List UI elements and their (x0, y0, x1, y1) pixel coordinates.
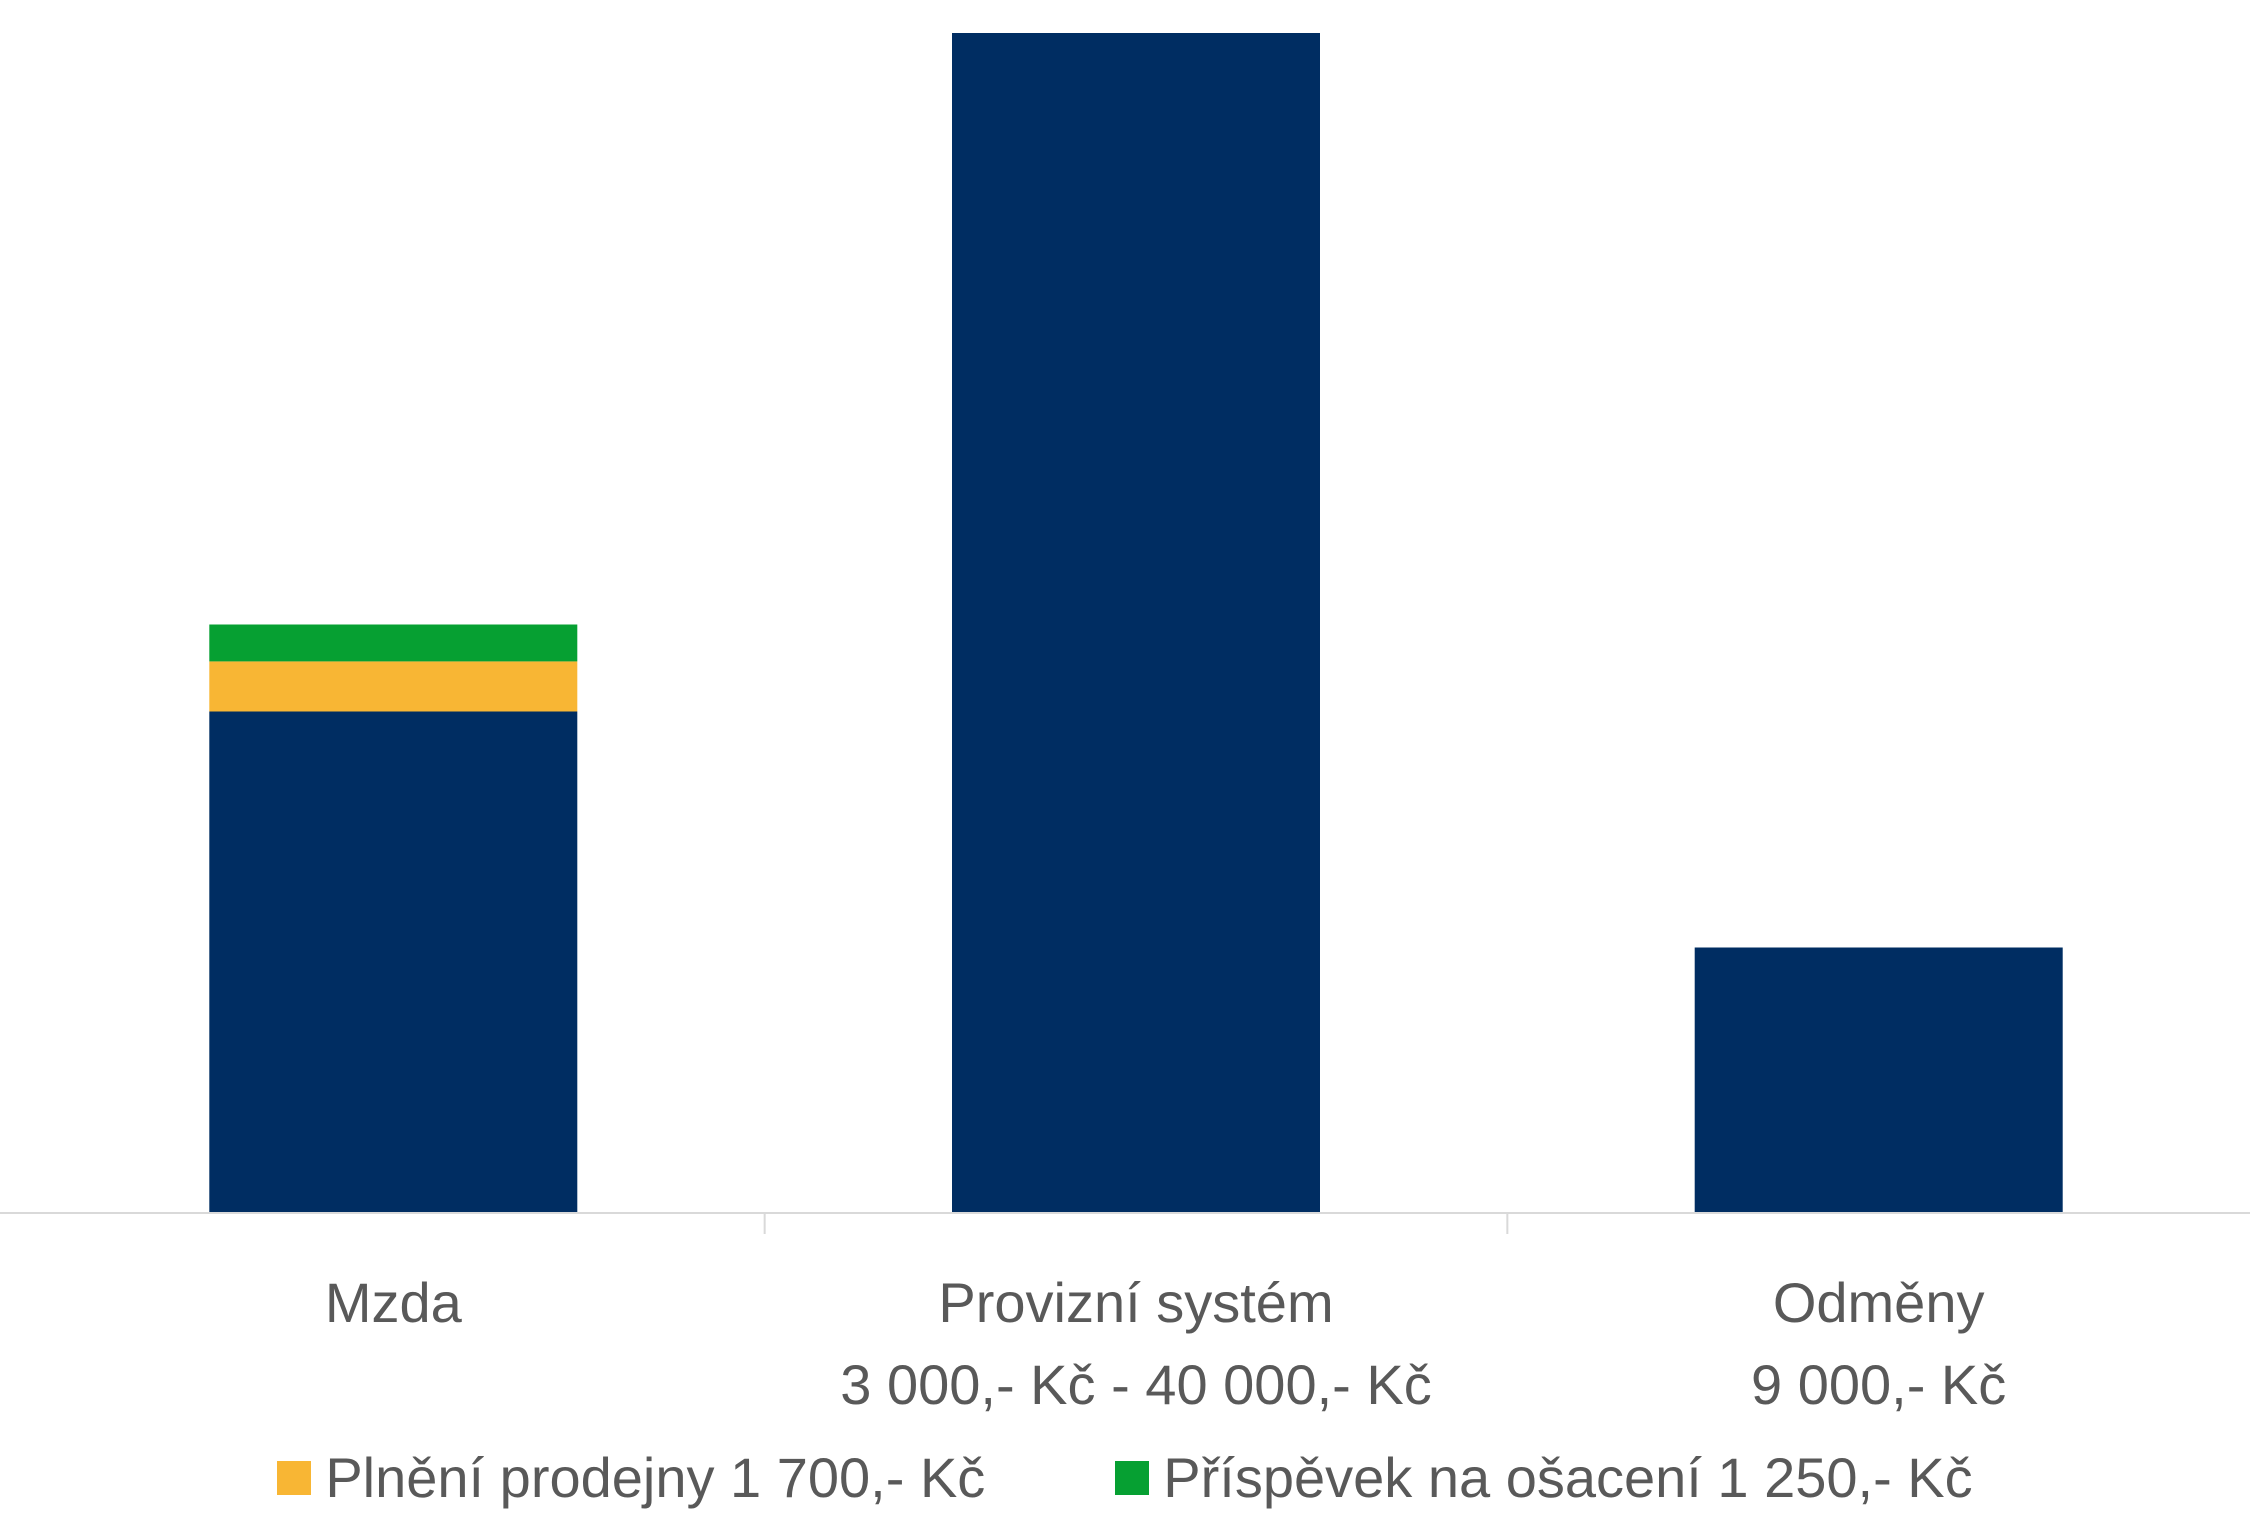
category-label-line: Odměny (1772, 1271, 1985, 1334)
category-label: Provizní systém 3 000,- Kč - 40 000,- Kč (736, 1262, 1536, 1426)
category-label-line: 9 000,- Kč (1751, 1353, 2007, 1416)
legend: Plnění prodejny 1 700,- Kč Příspěvek na o… (0, 1440, 2250, 1515)
legend-swatch (277, 1460, 312, 1495)
category-label: Odměny 9 000,- Kč (1479, 1262, 2250, 1426)
bar-2-series-0 (1694, 947, 2063, 1213)
category-label-line: Provizní systém (938, 1271, 1334, 1334)
legend-item: Příspěvek na ošacení 1 250,- Kč (1115, 1445, 1973, 1510)
bar-1-series-0 (952, 33, 1320, 1213)
bar-0-series-0 (209, 711, 578, 1213)
x-axis (0, 1212, 2250, 1234)
bars-group (209, 33, 2063, 1213)
bar-0-series-1 (209, 661, 578, 712)
bar-0-series-2 (209, 624, 578, 662)
category-label-line: Mzda (324, 1271, 462, 1334)
category-label-line: 3 000,- Kč - 40 000,- Kč (840, 1353, 1432, 1416)
legend-label: Plnění prodejny 1 700,- Kč (325, 1446, 986, 1509)
legend-swatch (1115, 1460, 1150, 1495)
legend-item: Plnění prodejny 1 700,- Kč (277, 1445, 985, 1510)
category-label: Mzda (0, 1262, 793, 1344)
legend-label: Příspěvek na ošacení 1 250,- Kč (1163, 1446, 1973, 1509)
